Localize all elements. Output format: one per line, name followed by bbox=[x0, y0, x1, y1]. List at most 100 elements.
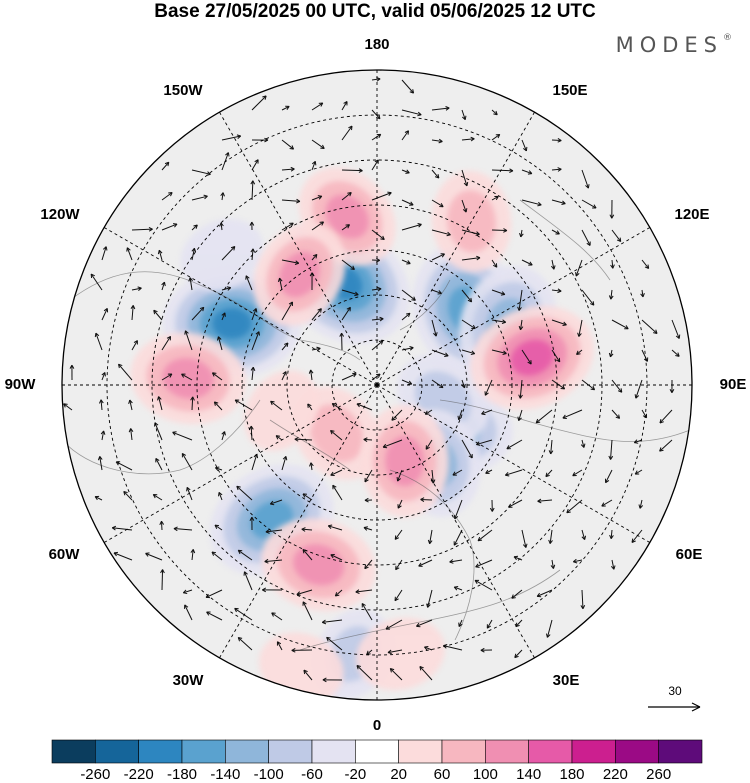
wind-arrow bbox=[123, 490, 133, 501]
wind-arrow bbox=[218, 491, 223, 501]
wind-arrow bbox=[356, 664, 373, 681]
wind-arrow bbox=[449, 559, 463, 564]
wind-arrow bbox=[153, 309, 163, 321]
wind-arrow bbox=[491, 133, 501, 141]
lon-label-180: 180 bbox=[364, 36, 390, 53]
wind-arrow bbox=[341, 125, 353, 141]
wind-arrow bbox=[118, 363, 133, 381]
wind-arrow bbox=[371, 340, 384, 351]
brand-name: MODES bbox=[615, 33, 723, 57]
wind-arrow bbox=[330, 469, 343, 477]
wind-arrow bbox=[311, 102, 324, 111]
wind-arrow bbox=[504, 469, 523, 477]
wind-arrow bbox=[251, 308, 258, 321]
anomaly-contour bbox=[385, 436, 425, 487]
wind-arrow bbox=[659, 409, 673, 424]
lon-label-60e: 60E bbox=[675, 546, 703, 563]
wind-arrow bbox=[420, 497, 433, 502]
wind-arrow bbox=[521, 529, 528, 548]
wind-arrow bbox=[101, 308, 109, 321]
lon-label-60w: 60W bbox=[48, 546, 80, 563]
wind-arrow bbox=[371, 109, 381, 120]
wind-arrow bbox=[609, 529, 614, 539]
wind-arrow bbox=[311, 195, 323, 201]
wind-arrow bbox=[431, 349, 449, 357]
wind-arrow bbox=[98, 399, 104, 411]
wind-arrow bbox=[551, 137, 562, 143]
wind-arrow bbox=[480, 647, 493, 653]
wind-arrow bbox=[485, 469, 493, 474]
wind-arrow bbox=[161, 373, 173, 381]
wind-arrow bbox=[172, 431, 193, 441]
wind-arrow bbox=[90, 273, 103, 291]
wind-arrow bbox=[191, 306, 205, 321]
wind-arrow bbox=[213, 401, 223, 411]
wind-arrow bbox=[363, 526, 373, 531]
wind-arrow bbox=[371, 316, 384, 322]
wind-arrow bbox=[262, 587, 283, 593]
wind-arrow bbox=[491, 349, 507, 356]
wind-arrow bbox=[641, 259, 650, 269]
colorbar-cell bbox=[528, 739, 573, 764]
wind-arrow bbox=[311, 253, 318, 261]
wind-arrow bbox=[251, 331, 260, 351]
wind-arrow bbox=[608, 349, 614, 358]
wind-arrow bbox=[581, 229, 591, 246]
lon-label-150e: 150E bbox=[552, 82, 588, 99]
wind-arrow bbox=[608, 439, 614, 460]
wind-arrow bbox=[269, 499, 283, 506]
wind-arrow bbox=[511, 589, 523, 599]
wind-arrow bbox=[249, 221, 255, 231]
wind-arrow bbox=[237, 636, 253, 651]
wind-arrow bbox=[97, 456, 103, 471]
meridian-line bbox=[219, 111, 378, 386]
colorbar-tick-label: 60 bbox=[433, 766, 451, 783]
wind-arrow bbox=[550, 259, 556, 270]
wind-arrow bbox=[190, 549, 196, 561]
colorbar-tick-label: -260 bbox=[80, 766, 111, 783]
coastline-europe bbox=[389, 469, 475, 641]
wind-arrow bbox=[671, 319, 681, 339]
wind-arrow bbox=[431, 106, 450, 111]
wind-arrow bbox=[251, 95, 267, 111]
wind-arrow bbox=[401, 199, 414, 206]
wind-arrow bbox=[491, 259, 498, 268]
colorbar-tick-label: -220 bbox=[123, 766, 154, 783]
wind-arrow bbox=[521, 349, 532, 365]
anomaly-field bbox=[62, 70, 692, 700]
wind-arrow bbox=[401, 222, 422, 231]
wind-arrow bbox=[339, 332, 345, 351]
wind-arrow bbox=[551, 229, 560, 235]
colorbar-cell bbox=[485, 739, 529, 764]
wind-arrow bbox=[302, 601, 313, 621]
wind-arrow bbox=[364, 469, 373, 483]
wind-arrow bbox=[431, 253, 445, 261]
anomaly-layer bbox=[130, 167, 594, 700]
lon-label-120e: 120E bbox=[674, 206, 710, 223]
wind-arrow bbox=[517, 289, 523, 311]
wind-arrow bbox=[457, 409, 463, 421]
wind-arrow bbox=[361, 603, 373, 621]
meridian-line bbox=[103, 384, 378, 543]
wind-arrow bbox=[363, 437, 373, 442]
wind-arrow bbox=[491, 109, 498, 116]
anomaly-contour bbox=[162, 358, 214, 399]
wind-arrow bbox=[326, 636, 343, 651]
wind-arrow bbox=[424, 645, 433, 651]
wind-arrow bbox=[322, 677, 343, 683]
wind-arrow bbox=[506, 439, 523, 450]
wind-arrow bbox=[69, 364, 75, 381]
wind-arrow bbox=[161, 192, 173, 201]
wind-arrow bbox=[341, 101, 348, 111]
wind-arrow bbox=[126, 247, 133, 261]
wind-arrow bbox=[159, 520, 165, 531]
coastline-mediterranean bbox=[299, 569, 561, 651]
wind-arrow bbox=[521, 139, 528, 152]
wind-arrow bbox=[611, 379, 623, 393]
wind-arrow bbox=[291, 647, 313, 653]
wind-arrow bbox=[364, 559, 373, 570]
wind-arrow bbox=[364, 497, 373, 503]
wind-arrow bbox=[572, 558, 583, 564]
coastline-greenland bbox=[269, 419, 351, 471]
wind-arrow bbox=[427, 529, 433, 545]
